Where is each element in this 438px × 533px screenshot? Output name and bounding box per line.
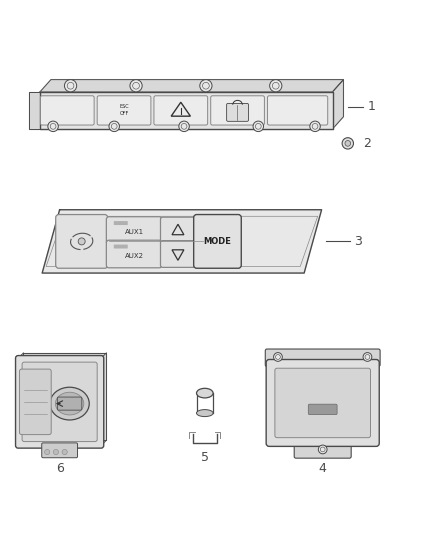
Circle shape — [318, 445, 327, 454]
FancyBboxPatch shape — [56, 215, 108, 268]
Ellipse shape — [55, 392, 84, 415]
Ellipse shape — [50, 387, 89, 420]
Circle shape — [64, 79, 77, 92]
FancyBboxPatch shape — [106, 217, 162, 244]
FancyBboxPatch shape — [160, 240, 195, 268]
Text: 3: 3 — [354, 235, 362, 248]
Circle shape — [78, 238, 85, 245]
Text: OFF: OFF — [120, 111, 129, 116]
FancyBboxPatch shape — [154, 96, 208, 125]
FancyBboxPatch shape — [308, 404, 337, 415]
Text: 5: 5 — [201, 451, 209, 464]
Text: 2: 2 — [363, 137, 371, 150]
Circle shape — [45, 449, 50, 455]
FancyBboxPatch shape — [15, 356, 104, 448]
Circle shape — [345, 141, 351, 146]
Text: 4: 4 — [319, 462, 327, 475]
Ellipse shape — [197, 409, 213, 417]
FancyBboxPatch shape — [106, 240, 162, 268]
Text: AUX2: AUX2 — [124, 253, 144, 259]
Circle shape — [130, 79, 142, 92]
FancyBboxPatch shape — [265, 349, 380, 367]
FancyBboxPatch shape — [268, 96, 328, 125]
Circle shape — [274, 353, 283, 361]
Ellipse shape — [197, 389, 213, 398]
Text: 6: 6 — [56, 462, 64, 475]
FancyBboxPatch shape — [294, 441, 351, 458]
Text: ESC: ESC — [119, 104, 129, 109]
FancyBboxPatch shape — [42, 443, 78, 458]
Circle shape — [48, 121, 58, 132]
Circle shape — [270, 79, 282, 92]
FancyBboxPatch shape — [194, 215, 241, 268]
Circle shape — [179, 121, 189, 132]
Polygon shape — [23, 353, 106, 440]
Polygon shape — [42, 210, 321, 273]
Text: MODE: MODE — [204, 237, 231, 246]
FancyBboxPatch shape — [57, 397, 82, 410]
FancyBboxPatch shape — [226, 103, 248, 122]
Text: AUX1: AUX1 — [124, 229, 144, 235]
FancyBboxPatch shape — [19, 369, 51, 434]
Circle shape — [200, 79, 212, 92]
FancyBboxPatch shape — [97, 96, 151, 125]
Circle shape — [62, 449, 67, 455]
FancyBboxPatch shape — [22, 362, 97, 441]
FancyBboxPatch shape — [275, 368, 371, 438]
Circle shape — [363, 353, 372, 361]
Circle shape — [310, 121, 320, 132]
Text: 1: 1 — [367, 100, 375, 113]
FancyBboxPatch shape — [211, 96, 265, 125]
FancyBboxPatch shape — [40, 96, 94, 125]
Polygon shape — [40, 79, 343, 92]
Polygon shape — [29, 92, 40, 129]
Circle shape — [53, 449, 59, 455]
Polygon shape — [40, 92, 332, 129]
FancyBboxPatch shape — [160, 217, 195, 244]
Circle shape — [109, 121, 120, 132]
FancyBboxPatch shape — [266, 359, 379, 446]
Circle shape — [253, 121, 264, 132]
Circle shape — [342, 138, 353, 149]
FancyBboxPatch shape — [114, 245, 128, 248]
FancyBboxPatch shape — [114, 221, 128, 225]
Polygon shape — [332, 79, 343, 129]
